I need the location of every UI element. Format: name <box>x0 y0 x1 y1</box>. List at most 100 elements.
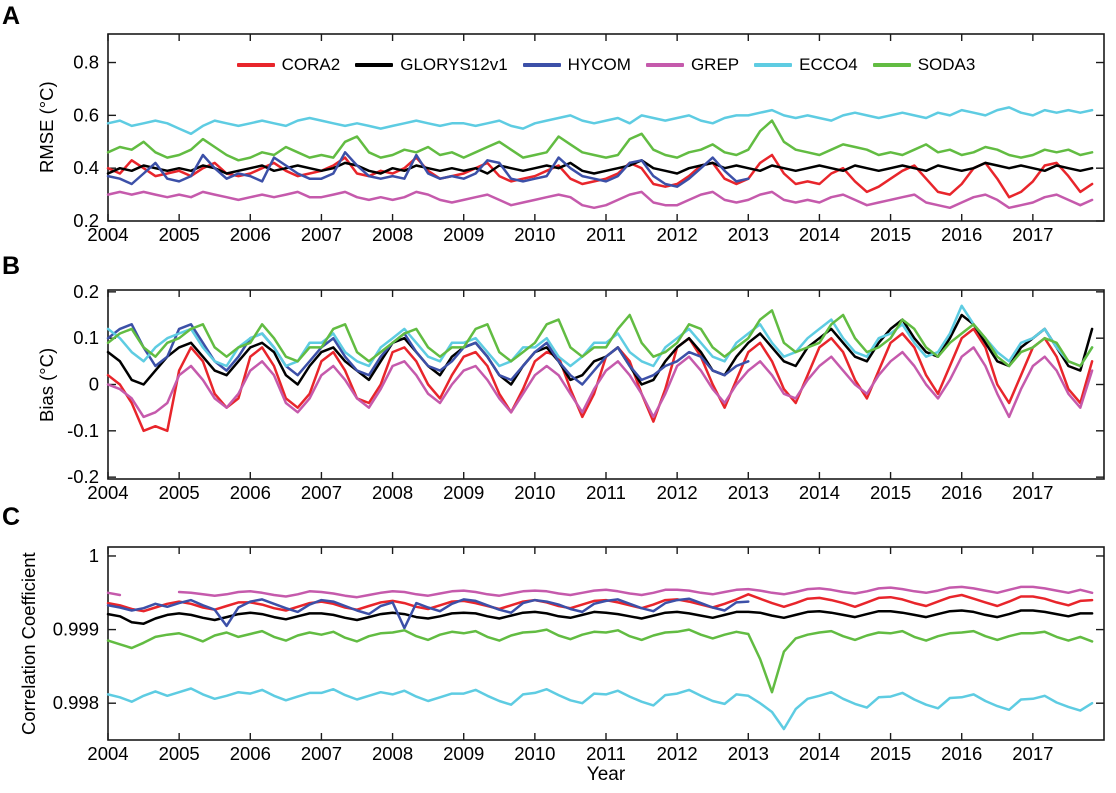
panel-c: 2004 2005 2006 2007 2008 2009 2010 2011 2012 2013… <box>53 545 1105 764</box>
series-ecco4-panel-b <box>106 304 1094 368</box>
x-tick-label: 2006 <box>230 482 271 503</box>
series-cora2-panel-c <box>106 593 1094 613</box>
series-hycom-panel-a <box>106 151 750 188</box>
legend-item-ecco4: ECCO4 <box>754 56 858 73</box>
x-tick-label: 2012 <box>657 743 698 764</box>
x-tick-label: 2007 <box>301 743 342 764</box>
y-tick-label: 0.998 <box>53 692 99 713</box>
panel-a: 2004 2005 2006 2007 2008 2009 2010 2011 2012 2013… <box>73 33 1105 245</box>
x-axis-title: Year <box>586 764 626 785</box>
x-tick-label: 2004 <box>87 743 128 764</box>
legend-item-grep: GREP <box>645 55 740 74</box>
y-tick-label: 0 <box>89 374 99 395</box>
x-tick-label: 2016 <box>941 743 982 764</box>
x-tick-label: 2005 <box>159 224 200 245</box>
x-tick-label: 2007 <box>301 482 342 503</box>
x-tick-label: 2004 <box>87 482 128 503</box>
x-tick-label: 2006 <box>230 224 271 245</box>
legend-swatch-soda3 <box>872 62 911 67</box>
legend-swatch-grep <box>645 62 684 67</box>
x-tick-label: 2013 <box>728 743 769 764</box>
legend-label: ECCO4 <box>799 55 858 74</box>
series-grep-panel-c <box>106 585 1094 599</box>
x-tick-label: 2006 <box>230 743 271 764</box>
x-tick-label: 2011 <box>586 743 626 764</box>
legend-swatch-hycom <box>522 62 561 67</box>
y-tick-label: 0.4 <box>73 157 99 178</box>
x-tick-label: 2014 <box>799 482 840 503</box>
series-soda3-panel-c <box>106 628 1094 694</box>
series-ecco4-panel-a <box>106 106 1094 136</box>
panel-a-yaxis-title: RMSE (°C) <box>36 81 57 174</box>
x-tick-label: 2009 <box>443 743 484 764</box>
x-tick-label: 2012 <box>657 224 698 245</box>
x-tick-label: 2008 <box>372 482 413 503</box>
x-tick-label: 2004 <box>87 224 128 245</box>
legend-label: CORA2 <box>281 55 341 74</box>
series-glorys12v1-panel-c <box>106 609 1094 625</box>
x-tick-label: 2010 <box>514 224 555 245</box>
x-tick-label: 2005 <box>159 482 200 503</box>
y-tick-label: 0.8 <box>73 52 99 73</box>
x-tick-label: 2011 <box>586 482 626 503</box>
x-tick-label: 2014 <box>799 743 840 764</box>
series-cora2-panel-b <box>106 327 1094 433</box>
legend-label: GREP <box>690 55 740 74</box>
series-cora2-panel-a <box>106 153 1094 199</box>
legend-label: HYCOM <box>567 55 631 74</box>
y-tick-label: -0.1 <box>67 420 99 441</box>
panel-b-label: B <box>2 252 21 280</box>
series-glorys12v1-panel-b <box>106 313 1094 386</box>
legend-label: SODA3 <box>917 55 976 74</box>
x-tick-label: 2017 <box>1012 743 1053 764</box>
x-tick-label: 2013 <box>728 224 769 245</box>
x-tick-label: 2008 <box>372 224 413 245</box>
panel-c-label: C <box>2 503 21 531</box>
x-tick-label: 2010 <box>514 743 555 764</box>
legend: CORA2 GLORYS12v1 HYCOM GREP ECCO4 SODA3 <box>108 56 1104 73</box>
x-tick-label: 2015 <box>870 482 911 503</box>
x-tick-label: 2010 <box>514 482 555 503</box>
legend-label: GLORYS12v1 <box>400 55 508 74</box>
x-tick-label: 2013 <box>728 482 769 503</box>
y-tick-label: 1 <box>89 545 99 566</box>
x-tick-label: 2015 <box>870 224 911 245</box>
legend-item-soda3: SODA3 <box>872 55 976 74</box>
y-tick-label: 0.999 <box>53 619 99 640</box>
legend-swatch-ecco4 <box>754 62 793 67</box>
legend-swatch-glorys12v1 <box>355 62 394 67</box>
x-tick-label: 2009 <box>443 224 484 245</box>
x-tick-label: 2009 <box>443 482 484 503</box>
x-tick-label: 2007 <box>301 224 342 245</box>
y-tick-label: 0.2 <box>73 210 99 231</box>
legend-swatch-cora2 <box>236 62 275 67</box>
series-grep-panel-b <box>106 346 1094 419</box>
legend-item-hycom: HYCOM <box>522 55 631 74</box>
series-glorys12v1-panel-a <box>106 159 1094 175</box>
legend-item-glorys12v1: GLORYS12v1 <box>355 55 508 74</box>
panel-a-label: A <box>2 2 21 30</box>
x-tick-label: 2014 <box>799 224 840 245</box>
legend-item-cora2: CORA2 <box>236 55 341 74</box>
x-tick-label: 2008 <box>372 743 413 764</box>
series-hycom-panel-c <box>106 597 750 630</box>
x-tick-label: 2016 <box>941 482 982 503</box>
panel-c-yaxis-title: Correlation Coefficient <box>18 552 39 735</box>
x-tick-label: 2011 <box>586 224 626 245</box>
x-tick-label: 2017 <box>1012 482 1053 503</box>
x-tick-label: 2005 <box>159 743 200 764</box>
series-soda3-panel-b <box>106 309 1094 368</box>
series-ecco4-panel-c <box>106 687 1094 731</box>
panel-b-border <box>107 289 1105 480</box>
x-tick-label: 2015 <box>870 743 911 764</box>
panel-b-yaxis-title: Bias (°C) <box>36 347 57 422</box>
panel-c-border <box>107 546 1105 741</box>
y-tick-label: 0.1 <box>73 327 99 348</box>
x-tick-label: 2017 <box>1012 224 1053 245</box>
series-soda3-panel-a <box>106 119 1094 162</box>
x-tick-label: 2016 <box>941 224 982 245</box>
y-tick-label: 0.6 <box>73 104 99 125</box>
x-tick-label: 2012 <box>657 482 698 503</box>
